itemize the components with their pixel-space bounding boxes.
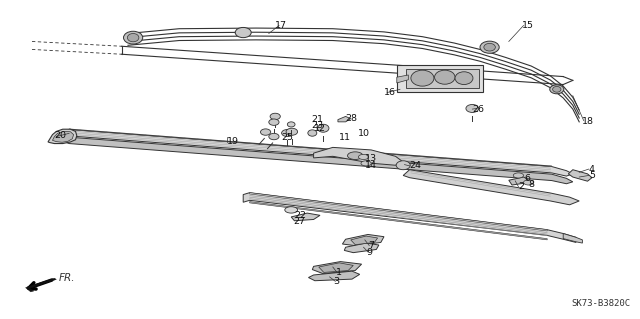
Text: 2: 2 — [518, 182, 524, 191]
Text: 1: 1 — [336, 268, 342, 277]
Ellipse shape — [286, 128, 298, 135]
Circle shape — [524, 180, 534, 185]
Text: 17: 17 — [275, 21, 287, 30]
Text: 18: 18 — [582, 117, 595, 126]
Text: 4: 4 — [589, 165, 595, 174]
Polygon shape — [243, 193, 576, 242]
Text: 27: 27 — [293, 217, 305, 226]
Polygon shape — [338, 116, 351, 122]
Text: 16: 16 — [384, 88, 396, 97]
Text: 3: 3 — [333, 277, 339, 286]
Text: 13: 13 — [365, 154, 377, 163]
Ellipse shape — [282, 130, 293, 137]
Text: 5: 5 — [589, 171, 595, 180]
Ellipse shape — [308, 130, 317, 136]
Ellipse shape — [269, 119, 279, 125]
Text: 23: 23 — [312, 121, 324, 130]
Text: 8: 8 — [528, 180, 534, 189]
Ellipse shape — [269, 133, 279, 140]
Polygon shape — [342, 234, 384, 246]
Polygon shape — [403, 170, 579, 205]
Polygon shape — [250, 193, 547, 231]
Polygon shape — [26, 278, 56, 292]
Text: 7: 7 — [368, 241, 374, 250]
Text: 21: 21 — [312, 115, 324, 124]
Text: FR.: FR. — [59, 273, 76, 283]
Polygon shape — [308, 271, 360, 281]
Polygon shape — [312, 262, 362, 274]
Ellipse shape — [484, 43, 495, 51]
Circle shape — [285, 207, 298, 213]
Circle shape — [361, 161, 371, 166]
Circle shape — [513, 173, 524, 178]
Text: 26: 26 — [472, 105, 484, 114]
Ellipse shape — [124, 31, 143, 44]
Ellipse shape — [260, 129, 271, 135]
Ellipse shape — [455, 72, 473, 85]
Text: 6: 6 — [525, 174, 531, 183]
Polygon shape — [314, 147, 402, 165]
Ellipse shape — [127, 33, 139, 42]
Polygon shape — [509, 177, 528, 185]
Ellipse shape — [396, 161, 410, 170]
Polygon shape — [344, 243, 379, 253]
Polygon shape — [397, 65, 483, 92]
Text: 12: 12 — [314, 124, 326, 133]
Text: 25: 25 — [282, 133, 294, 142]
Text: 20: 20 — [54, 131, 67, 140]
Polygon shape — [319, 263, 353, 272]
Ellipse shape — [411, 70, 434, 86]
Ellipse shape — [550, 85, 564, 94]
Text: 10: 10 — [358, 129, 371, 138]
Ellipse shape — [236, 27, 252, 38]
Text: 15: 15 — [522, 21, 534, 30]
Polygon shape — [64, 137, 573, 184]
Polygon shape — [64, 130, 573, 176]
Ellipse shape — [480, 41, 499, 53]
Polygon shape — [48, 129, 77, 144]
Polygon shape — [250, 202, 547, 240]
Ellipse shape — [435, 70, 455, 84]
Circle shape — [358, 154, 369, 160]
Ellipse shape — [270, 113, 280, 120]
Text: 28: 28 — [346, 114, 358, 123]
Ellipse shape — [317, 124, 329, 132]
Ellipse shape — [553, 86, 561, 92]
Polygon shape — [563, 234, 582, 243]
Polygon shape — [351, 236, 378, 245]
Text: 11: 11 — [339, 133, 351, 142]
Text: 9: 9 — [367, 248, 372, 256]
Polygon shape — [69, 129, 552, 167]
Text: SK73-B3820C: SK73-B3820C — [572, 299, 630, 308]
Ellipse shape — [466, 104, 479, 113]
Ellipse shape — [287, 122, 295, 127]
Text: 24: 24 — [410, 161, 422, 170]
Polygon shape — [291, 213, 320, 221]
Circle shape — [348, 152, 363, 160]
Polygon shape — [397, 75, 408, 83]
Polygon shape — [52, 131, 74, 142]
Text: 19: 19 — [227, 137, 239, 146]
Text: 22: 22 — [294, 211, 307, 220]
Text: 14: 14 — [365, 161, 377, 170]
Polygon shape — [568, 170, 592, 181]
Polygon shape — [406, 69, 479, 88]
